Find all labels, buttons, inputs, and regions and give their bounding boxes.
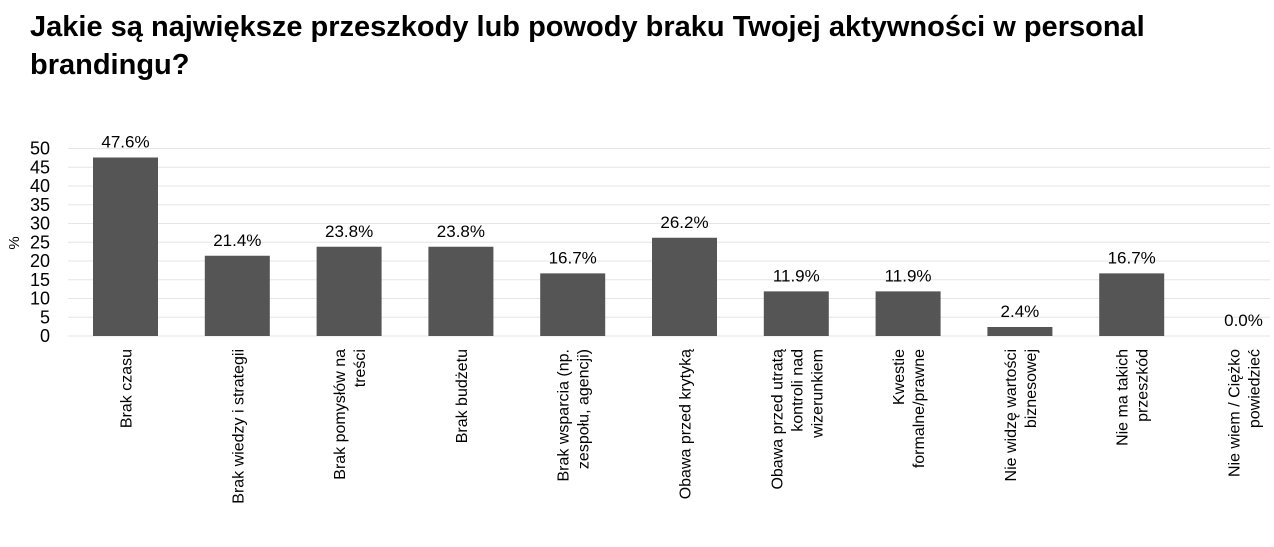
y-tick-label: 40 [30, 176, 50, 196]
y-tick-label: 30 [30, 214, 50, 234]
bar [652, 237, 717, 336]
x-tick-label: Nie ma takich przeszkód [1115, 349, 1152, 446]
bar [540, 273, 606, 336]
x-tick-label: Kwestie formalne/prawne [891, 349, 928, 468]
chart-title: Jakie są największe przeszkody lub powod… [30, 11, 1145, 81]
x-tick-label-line: Brak pomysłów na [332, 349, 349, 480]
x-tick-label: Brak budżetu [454, 349, 471, 443]
data-label: 2.4% [1001, 302, 1040, 321]
x-tick-label-line: Brak wsparcia (np. [556, 349, 573, 482]
x-tick-label-line: formalne/prawne [911, 349, 928, 468]
x-axis: Brak czasu Brak wiedzy i strategii Brak po… [119, 349, 1264, 504]
y-tick-label: 20 [30, 251, 50, 271]
y-tick-label: 0 [40, 326, 50, 346]
bars [93, 157, 1165, 336]
x-tick-label: Nie widzę wartości biznesowej [1003, 349, 1040, 481]
x-tick-label: Obawa przed krytyką [678, 349, 695, 499]
x-tick-label: Nie wiem / Ciężko powiedzieć [1227, 349, 1264, 477]
data-label: 26.2% [660, 213, 708, 232]
y-tick-label: 45 [30, 157, 50, 177]
x-tick-label-line: Brak wiedzy i strategii [230, 349, 247, 504]
x-tick-label-line: kontroli nad [789, 349, 806, 432]
bar [428, 246, 494, 336]
data-label: 23.8% [325, 222, 373, 241]
y-tick-label: 25 [30, 232, 50, 252]
x-tick-label-line: Nie wiem / Ciężko [1227, 349, 1244, 477]
x-tick-label: Brak czasu [119, 349, 136, 428]
bar [93, 157, 158, 336]
data-label: 23.8% [437, 222, 485, 241]
y-tick-label: 10 [30, 289, 50, 309]
bar [763, 291, 829, 336]
bar [987, 327, 1053, 336]
x-tick-label-line: Kwestie [891, 349, 908, 405]
x-tick-label: Brak wsparcia (np. zespołu, agencji) [556, 349, 593, 482]
y-tick-label: 35 [30, 195, 50, 215]
data-label: 16.7% [549, 248, 597, 267]
x-tick-label-line: Brak budżetu [454, 349, 471, 443]
x-tick-label-line: biznesowej [1023, 349, 1040, 428]
x-tick-label-line: Nie widzę wartości [1003, 349, 1020, 481]
y-axis-label: % [6, 236, 23, 249]
x-tick-label: Brak pomysłów na treści [332, 349, 369, 480]
data-label: 16.7% [1108, 248, 1156, 267]
bar [204, 255, 270, 336]
x-tick-label-line: Brak czasu [119, 349, 136, 428]
data-label: 11.9% [885, 266, 932, 285]
y-tick-label: 50 [30, 139, 50, 159]
y-tick-label: 5 [40, 307, 50, 327]
bar [316, 246, 382, 336]
x-tick-label-line: przeszkód [1135, 349, 1152, 422]
x-tick-label-line: Nie ma takich [1115, 349, 1132, 446]
x-tick-label-line: Obawa przed krytyką [678, 349, 695, 499]
x-tick-label: Obawa przed utratą kontroli nad wizerunkie… [769, 349, 826, 490]
data-labels: 47.6% 21.4% 23.8% 23.8% 16.7% 26.2% 11.9% 11.9%… [101, 133, 1262, 331]
x-tick-label-line: powiedzieć [1247, 349, 1264, 428]
x-tick-label-line: zespołu, agencji) [576, 349, 593, 469]
x-tick-label: Brak wiedzy i strategii [230, 349, 247, 504]
data-label: 47.6% [101, 133, 149, 152]
bar [875, 291, 941, 336]
x-tick-label-line: Obawa przed utratą [769, 349, 786, 490]
data-label: 0.0% [1224, 311, 1263, 330]
data-label: 11.9% [773, 266, 820, 285]
y-tick-label: 15 [30, 270, 50, 290]
x-tick-label-line: wizerunkiem [809, 349, 826, 439]
bar [1099, 273, 1165, 336]
x-tick-label-line: treści [352, 349, 369, 387]
data-label: 21.4% [213, 231, 261, 250]
